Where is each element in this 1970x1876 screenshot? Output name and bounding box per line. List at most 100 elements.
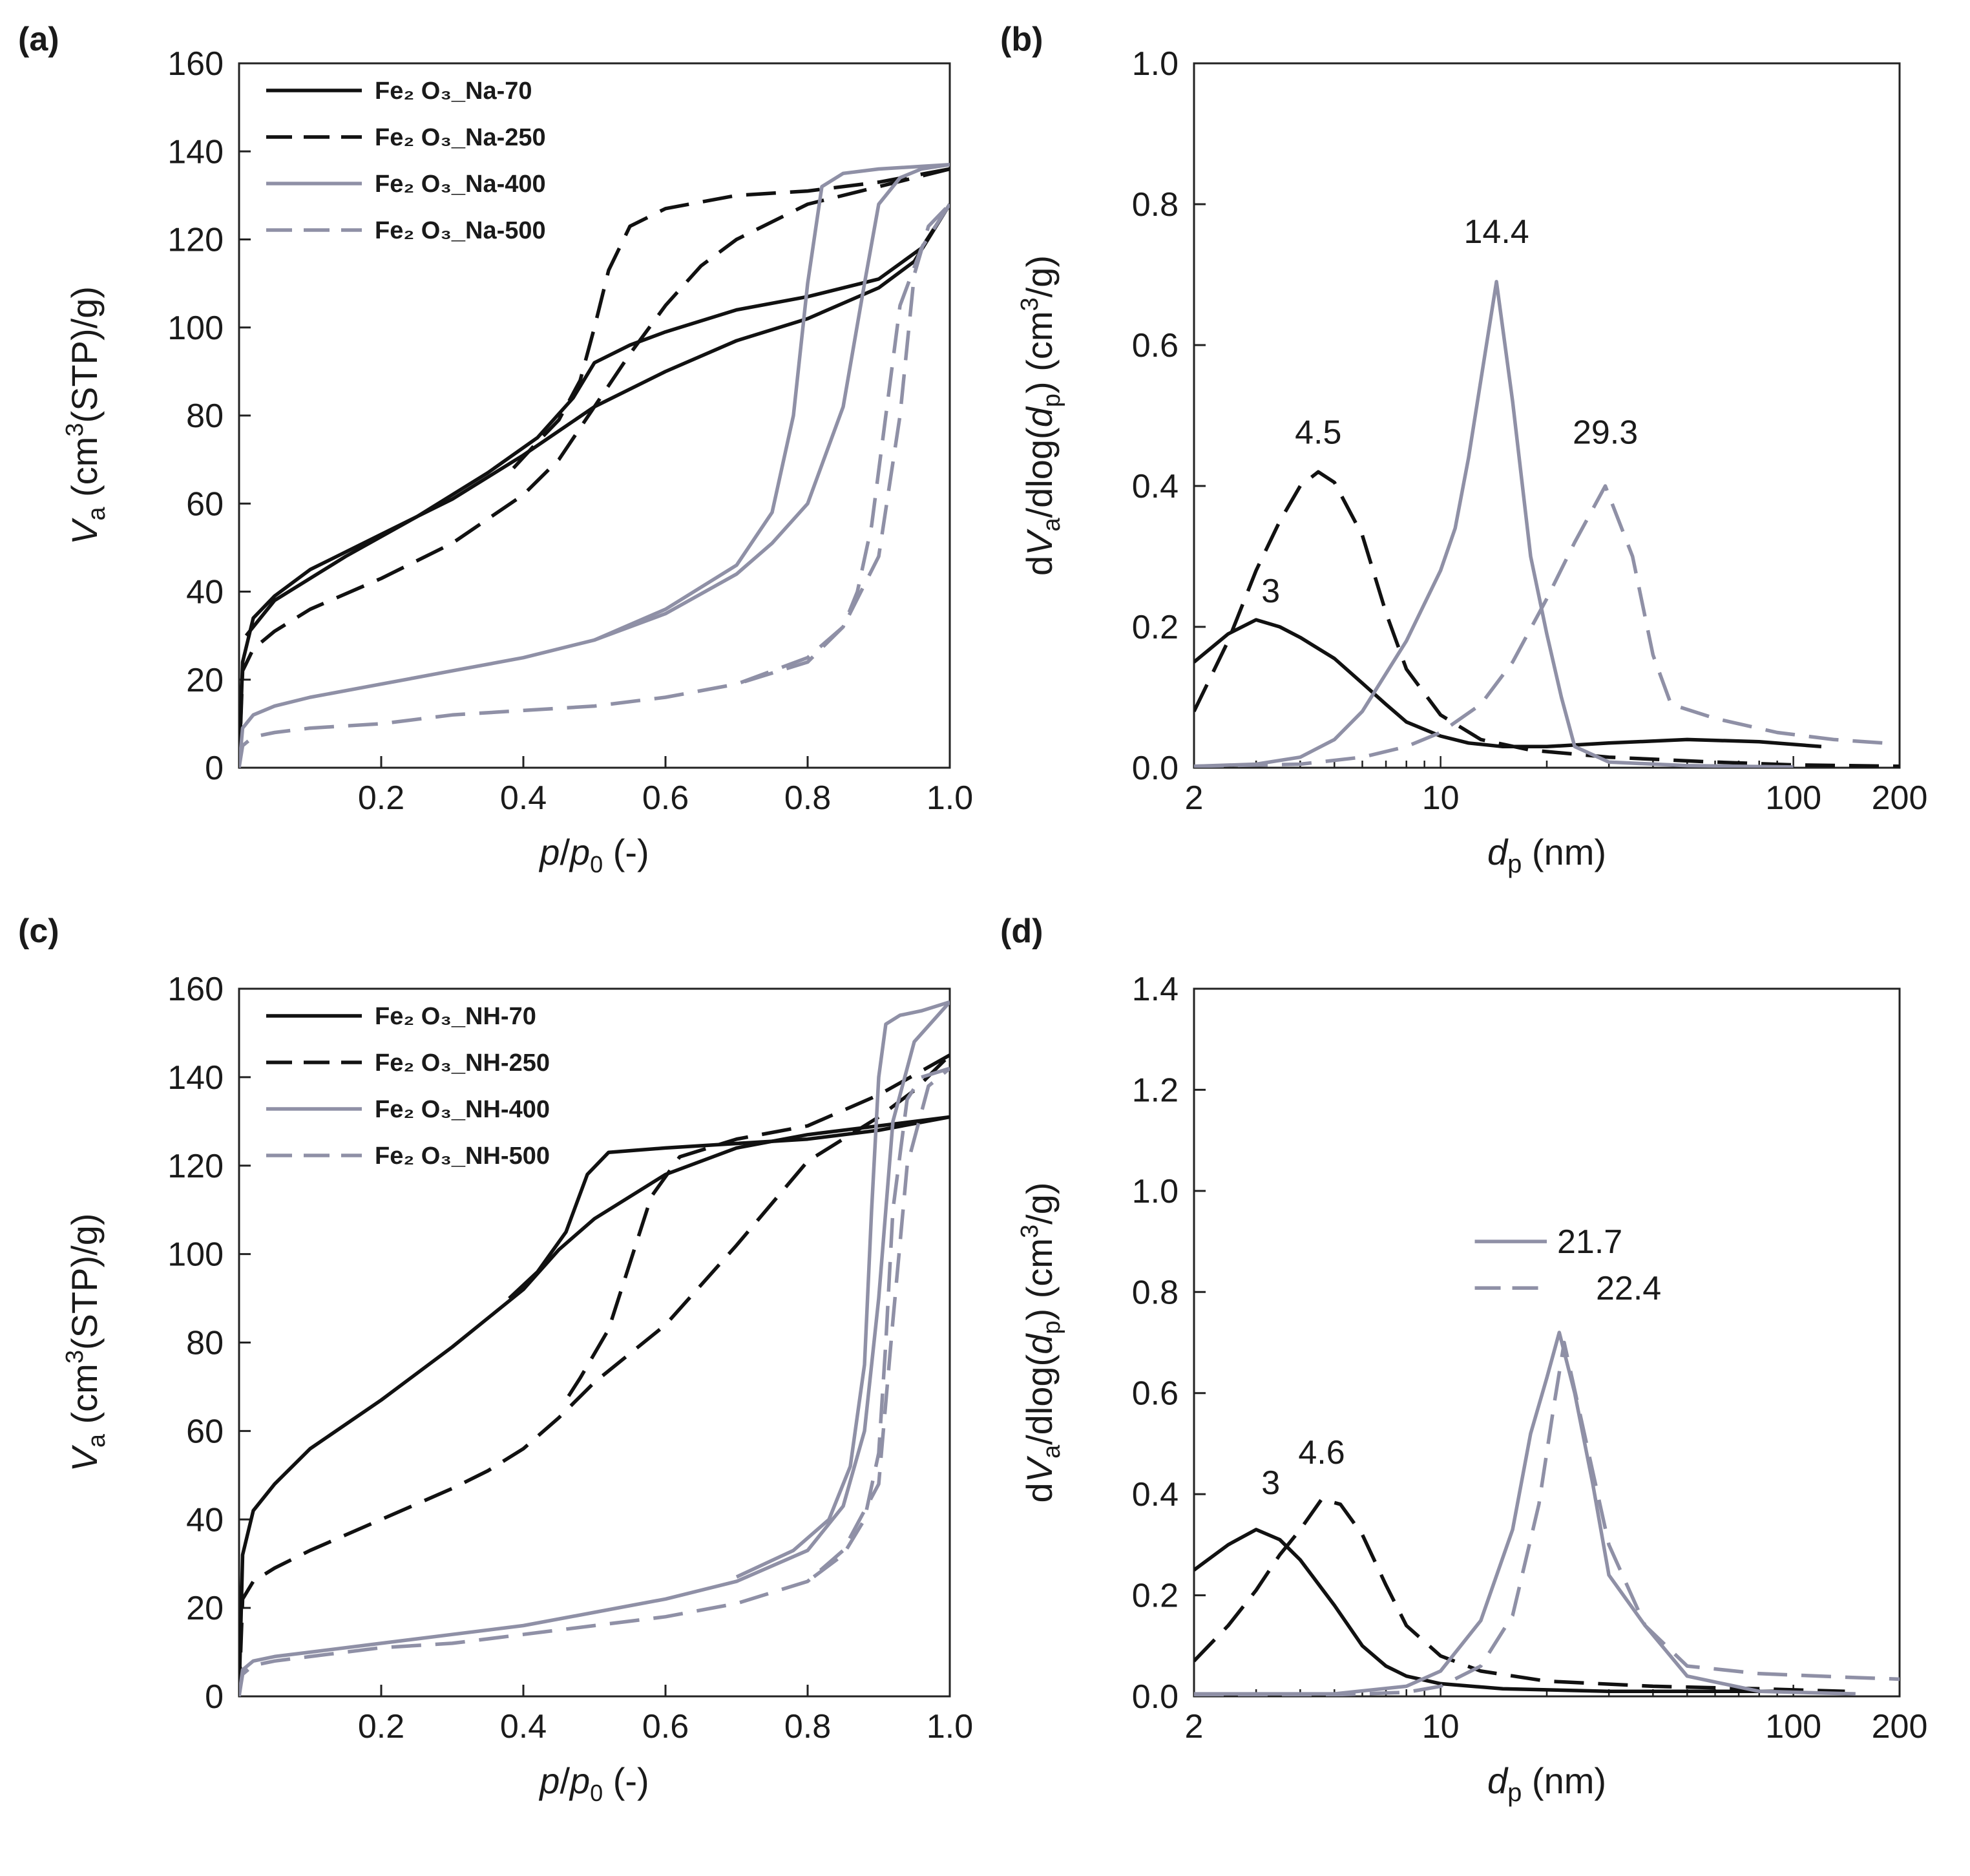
x-tick-label: 2 (1185, 1708, 1204, 1745)
x-tick-label: 0.2 (358, 1708, 404, 1745)
y-tick-label: 0.6 (1132, 327, 1179, 364)
y-tick-label: 0.2 (1132, 1577, 1179, 1615)
series-group (239, 162, 950, 768)
panel-label-d: (d) (1000, 912, 1043, 950)
inline-legend: 21.7 22.4 (1474, 1223, 1661, 1307)
x-tick-label: 0.6 (642, 1708, 689, 1745)
legend-entry: Fe₂ O₃_Na-70 (375, 78, 532, 105)
y-tick-label: 0.8 (1132, 1274, 1179, 1311)
y-tick-label: 160 (167, 971, 224, 1008)
peak-annotation: 29.3 (1573, 414, 1638, 452)
y-tick-label: 80 (186, 397, 224, 435)
y-tick-label: 120 (167, 1148, 224, 1185)
x-axis-label: p/p0 (-) (538, 1760, 649, 1806)
y-tick-label: 100 (167, 310, 224, 347)
series-line-fe2o3_nh-70-desorption (508, 1115, 950, 1300)
peak-annotation: 4.6 (1298, 1434, 1345, 1471)
legend-entry: Fe₂ O₃_Na-400 (375, 171, 546, 198)
x-tick-label: 0.8 (784, 779, 831, 817)
y-tick-label: 0.4 (1132, 468, 1179, 505)
y-tick-label: 0.2 (1132, 609, 1179, 646)
legend-entry: Fe₂ O₃_NH-250 (375, 1049, 550, 1077)
series-line-fe2o3_nh-400-adsorption (239, 1000, 950, 1696)
series-line-fe2o3_na-250 (1194, 470, 1900, 768)
legend-entry: Fe₂ O₃_Na-250 (375, 124, 546, 151)
series-line-fe2o3_na-500 (1194, 484, 1884, 768)
series-line-fe2o3_nh-70 (1194, 1528, 1794, 1693)
plot-frame (1193, 987, 1901, 1698)
series-group (239, 1000, 950, 1696)
y-tick-label: 40 (186, 574, 224, 611)
panel-label-a: (a) (18, 21, 59, 58)
y-axis-label: dVa/dlog(dp) (cm3/g) (1016, 255, 1065, 576)
y-tick-label: 60 (186, 1413, 224, 1450)
series-line-fe2o3_na-500-adsorption (239, 203, 950, 768)
series-line-fe2o3_na-250-desorption (507, 167, 950, 474)
series-group (1194, 280, 1900, 768)
y-tick-label: 20 (186, 1590, 224, 1627)
panel-b: (b) 0.0 0.2 0.4 0.6 0.8 1.0 2 10 100 200 dp (nm) dVa… (1000, 21, 1927, 878)
y-tick-label: 0 (205, 750, 224, 787)
peak-annotation: 3 (1261, 1464, 1280, 1502)
series-line-fe2o3_na-400-desorption (593, 162, 950, 642)
y-tick-label: 1.0 (1132, 45, 1179, 83)
panel-label-c: (c) (18, 912, 59, 950)
legend-entry: Fe₂ O₃_NH-500 (375, 1143, 550, 1170)
series-line-fe2o3_nh-70-adsorption (239, 1115, 950, 1696)
legend: Fe₂ O₃_NH-70 Fe₂ O₃_NH-250 Fe₂ O₃_NH-400 Fe… (266, 1003, 550, 1170)
x-axis-label: dp (nm) (1487, 832, 1606, 878)
legend-entry: Fe₂ O₃_NH-70 (375, 1003, 536, 1030)
inline-legend-label: 22.4 (1596, 1270, 1661, 1307)
series-line-fe2o3_nh-400-desorption (735, 1000, 950, 1579)
y-tick-label: 0.0 (1132, 1678, 1179, 1716)
series-line-fe2o3_nh-500 (1194, 1340, 1900, 1696)
x-tick-label: 2 (1185, 779, 1204, 817)
x-tick-label: 1.0 (927, 779, 973, 817)
y-tick-label: 0.0 (1132, 750, 1179, 787)
y-axis-label: Va (cm3(STP)/g) (61, 1213, 110, 1471)
x-tick-label: 10 (1422, 1708, 1460, 1745)
series-line-fe2o3_na-500-desorption (736, 203, 950, 686)
series-line-fe2o3_nh-500-adsorption (239, 1067, 950, 1696)
y-axis-label: dVa/dlog(dp) (cm3/g) (1016, 1182, 1065, 1502)
series-group (1194, 1331, 1900, 1696)
y-tick-label: 0 (205, 1678, 224, 1716)
series-line-fe2o3_nh-250-adsorption (239, 1053, 950, 1696)
x-tick-label: 10 (1422, 779, 1460, 817)
x-tick-label: 200 (1872, 779, 1928, 817)
y-tick-label: 120 (167, 222, 224, 259)
x-tick-label: 200 (1872, 1708, 1928, 1745)
x-tick-label: 0.4 (500, 779, 547, 817)
legend-entry: Fe₂ O₃_NH-400 (375, 1096, 550, 1123)
x-axis-label: p/p0 (-) (538, 832, 649, 878)
y-tick-label: 0.6 (1132, 1375, 1179, 1413)
x-tick-label: 0.8 (784, 1708, 831, 1745)
y-tick-label: 1.4 (1132, 971, 1179, 1008)
series-line-fe2o3_nh-250-desorption (564, 1053, 950, 1401)
x-tick-label: 100 (1765, 1708, 1821, 1745)
panel-d: (d) 0.0 0.2 0.4 0.6 0.8 1.0 1.2 1.4 2 10 100 200 dp (… (1000, 912, 1927, 1807)
series-line-fe2o3_nh-250 (1194, 1497, 1845, 1693)
y-tick-label: 100 (167, 1236, 224, 1274)
y-tick-label: 140 (167, 133, 224, 171)
peak-annotation: 4.5 (1295, 414, 1341, 452)
panel-c: (c) 0 20 40 60 80 100 120 140 160 0.2 0.4 0.6 0.8 1.0 p… (18, 912, 973, 1806)
x-tick-label: 0.2 (358, 779, 404, 817)
peak-annotation: 14.4 (1463, 213, 1529, 251)
series-line-fe2o3_nh-400 (1194, 1331, 1856, 1696)
series-line-fe2o3_na-250-adsorption (239, 167, 950, 768)
series-line-fe2o3_na-400-adsorption (239, 162, 950, 768)
y-tick-label: 40 (186, 1501, 224, 1539)
series-line-fe2o3_na-70-desorption (244, 203, 950, 637)
panel-a: (a) 0 20 40 60 80 100 120 140 160 0.2 0.4 0.6 0.8 1.0 p… (18, 21, 973, 878)
series-line-fe2o3_nh-500-desorption (806, 1066, 950, 1583)
x-tick-label: 100 (1765, 779, 1821, 817)
legend-entry: Fe₂ O₃_Na-500 (375, 217, 546, 244)
y-tick-label: 20 (186, 662, 224, 699)
panel-label-b: (b) (1000, 21, 1043, 58)
peak-annotation: 3 (1261, 573, 1280, 610)
x-tick-label: 1.0 (927, 1708, 973, 1745)
y-tick-label: 60 (186, 485, 224, 523)
y-tick-label: 0.4 (1132, 1476, 1179, 1513)
